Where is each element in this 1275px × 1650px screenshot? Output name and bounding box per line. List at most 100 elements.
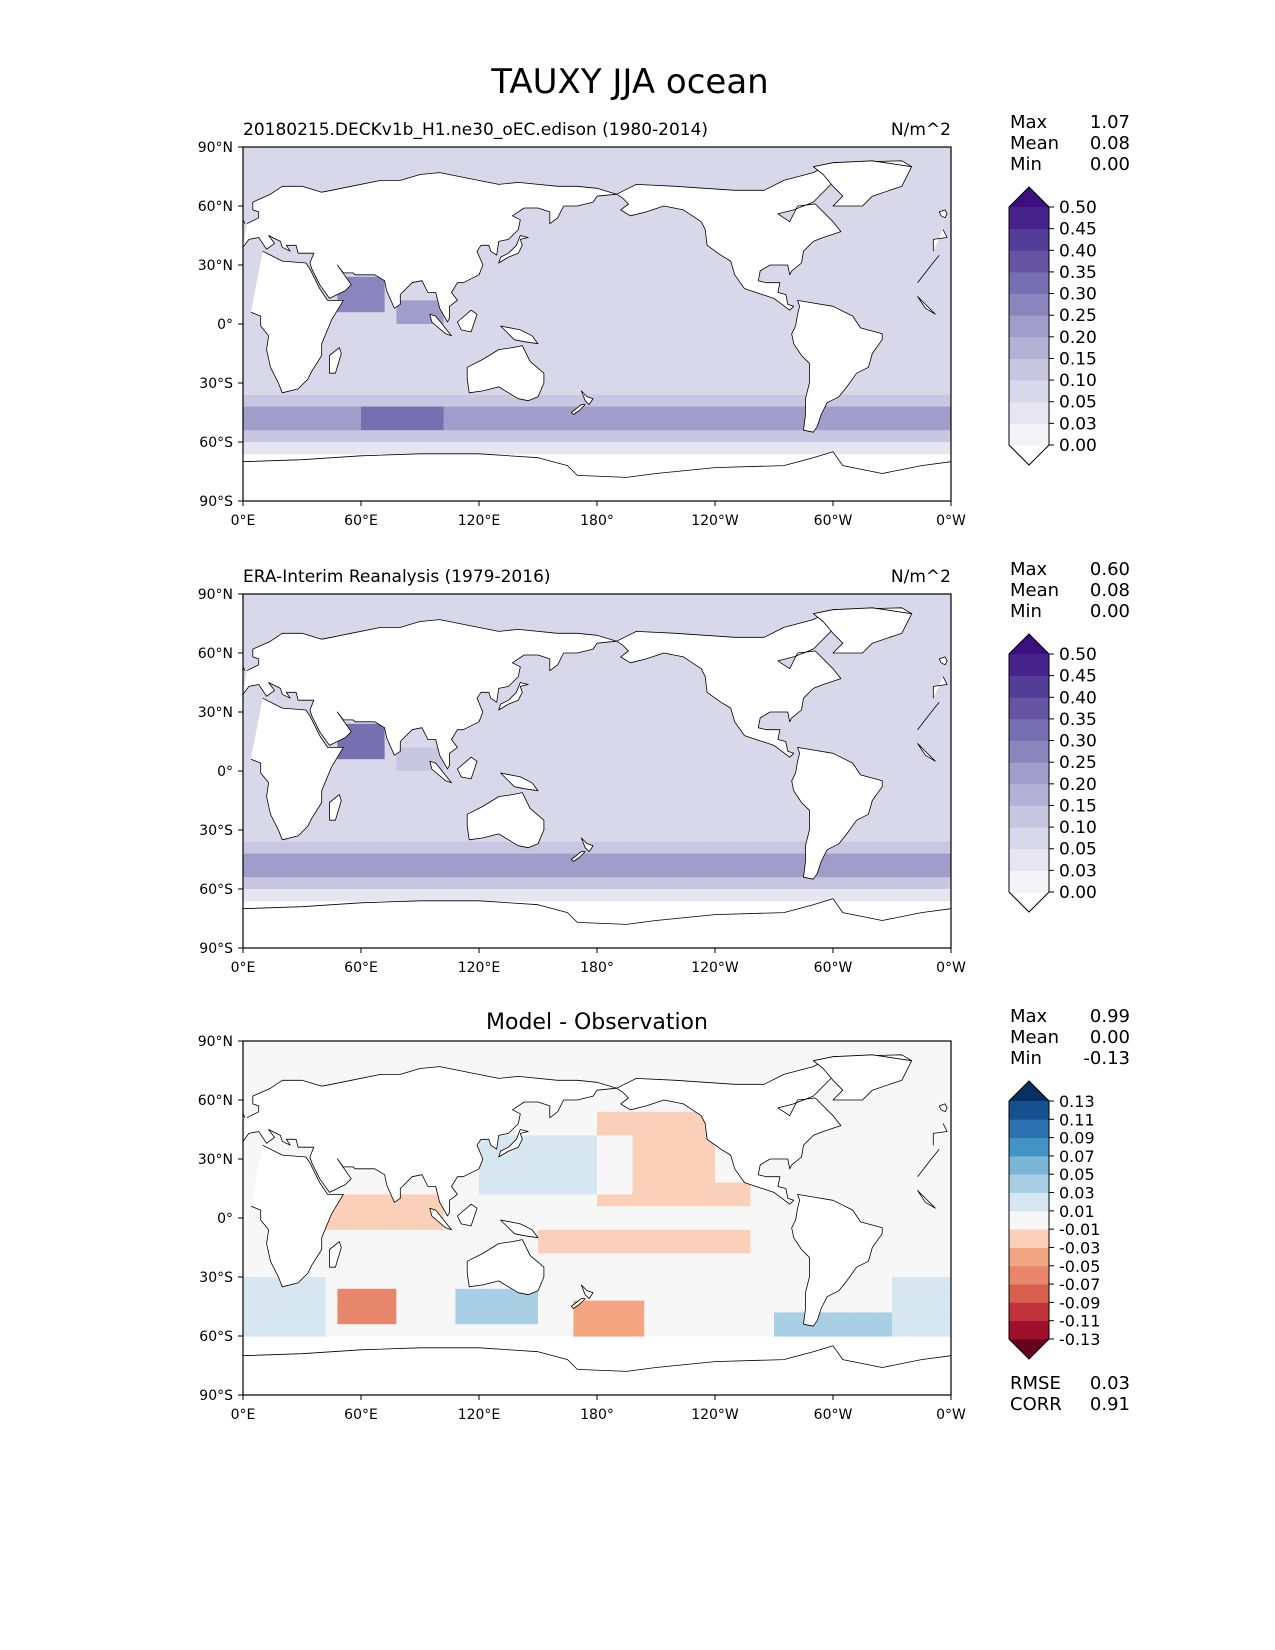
colorbar-tick-label: 0.15	[1059, 349, 1097, 369]
panel-units: N/m^2	[891, 567, 951, 587]
x-tick-label: 180°	[580, 960, 614, 976]
stat-label: Max	[1010, 559, 1048, 580]
panel-2: ERA-Interim Reanalysis (1979-2016) N/m^2 0…	[198, 559, 1130, 976]
colorbar-tick-label: 0.35	[1059, 263, 1097, 283]
colorbar-tick-label: 0.05	[1059, 840, 1097, 860]
x-tick-label: 0°W	[936, 960, 966, 976]
land-japan	[498, 235, 529, 264]
colorbar-segment	[1009, 423, 1049, 446]
coastlines	[243, 607, 951, 948]
land-africa	[250, 250, 940, 394]
y-tick-label: 60°N	[198, 646, 233, 662]
land-borneo	[457, 756, 478, 780]
stat-value: 0.08	[1090, 580, 1130, 601]
colorbar-segment	[1009, 250, 1049, 273]
colorbar-tick-label: 0.15	[1059, 796, 1097, 816]
colorbar-tick-label: -0.09	[1059, 1293, 1100, 1312]
colorbar-segment	[1009, 380, 1049, 403]
land-madagascar	[329, 794, 342, 821]
colorbar-extend-max	[1009, 187, 1049, 207]
colorbar-tick-label: 0.03	[1059, 1184, 1095, 1203]
land-new-zealand-n	[580, 1284, 594, 1299]
colorbar-segment	[1009, 1320, 1049, 1340]
metric-label: RMSE	[1010, 1373, 1061, 1394]
colorbar-tick-label: 0.30	[1059, 285, 1097, 305]
y-tick-label: 0°	[217, 764, 233, 780]
stat-value: 1.07	[1090, 112, 1130, 133]
colorbar-segment	[1009, 271, 1049, 294]
stat-label: Min	[1010, 601, 1042, 622]
land-borneo	[457, 309, 478, 333]
land-south-america	[791, 1194, 883, 1327]
colorbar-segment	[1009, 1101, 1049, 1120]
x-tick-label: 120°E	[458, 1407, 501, 1423]
land-greenland	[812, 1054, 913, 1101]
colorbar-segment	[1009, 654, 1049, 677]
colorbar-segment	[1009, 1265, 1049, 1285]
x-tick-label: 60°W	[814, 960, 853, 976]
stat-label: Mean	[1010, 1027, 1059, 1048]
colorbar-tick-label: 0.01	[1059, 1202, 1095, 1221]
y-tick-label: 30°S	[199, 376, 233, 392]
y-tick-label: 90°N	[198, 140, 233, 156]
x-tick-label: 0°E	[231, 513, 256, 529]
y-tick-label: 60°S	[199, 1329, 233, 1345]
colorbar-segment	[1009, 1137, 1049, 1157]
panel-title: ERA-Interim Reanalysis (1979-2016)	[243, 567, 551, 587]
land-sumatra	[429, 760, 452, 784]
x-tick-label: 120°W	[691, 1407, 739, 1423]
x-tick-label: 180°	[580, 513, 614, 529]
land-africa	[250, 1144, 940, 1288]
colorbar-segment	[1009, 1155, 1049, 1175]
colorbar: 0.000.030.050.100.150.200.250.300.350.40…	[1008, 186, 1097, 466]
x-tick-label: 60°W	[814, 513, 853, 529]
land-japan	[498, 682, 529, 711]
colorbar-tick-label: 0.07	[1059, 1147, 1095, 1166]
colorbar-tick-label: -0.07	[1059, 1275, 1100, 1294]
land-africa	[250, 697, 940, 841]
land-greenland	[812, 607, 913, 654]
colorbar-tick-label: 0.11	[1059, 1110, 1095, 1129]
y-tick-label: 90°S	[199, 1388, 233, 1404]
y-tick-label: 90°S	[199, 494, 233, 510]
land-sumatra	[429, 313, 452, 337]
colorbar-segment	[1009, 718, 1049, 741]
colorbar-tick-label: 0.40	[1059, 241, 1097, 261]
colorbar-tick-label: 0.50	[1059, 198, 1097, 218]
colorbar-segment	[1009, 675, 1049, 698]
land-madagascar	[329, 1241, 342, 1268]
land-antarctica	[243, 451, 951, 501]
colorbar-segment	[1009, 1229, 1049, 1248]
x-tick-label: 0°W	[936, 513, 966, 529]
y-tick-label: 90°N	[198, 587, 233, 603]
x-tick-label: 120°W	[691, 960, 739, 976]
land-australia	[466, 345, 545, 402]
y-tick-label: 60°S	[199, 435, 233, 451]
colorbar-tick-label: -0.03	[1059, 1238, 1100, 1257]
metric-value: 0.03	[1090, 1373, 1130, 1394]
x-tick-label: 0°E	[231, 960, 256, 976]
panel-title: 20180215.DECKv1b_H1.ne30_oEC.edison (198…	[243, 120, 708, 140]
stat-label: Max	[1010, 112, 1048, 133]
colorbar-tick-label: 0.40	[1059, 688, 1097, 708]
colorbar-tick-label: -0.13	[1059, 1330, 1100, 1349]
y-tick-label: 90°N	[198, 1034, 233, 1050]
land-borneo	[457, 1203, 478, 1227]
figure-title: TAUXY JJA ocean	[490, 62, 768, 102]
colorbar-segment	[1009, 827, 1049, 850]
y-tick-label: 30°S	[199, 823, 233, 839]
y-tick-label: 30°S	[199, 1270, 233, 1286]
land-north-america	[616, 607, 913, 758]
colorbar-extend-min	[1009, 445, 1049, 465]
panels: 20180215.DECKv1b_H1.ne30_oEC.edison (198…	[198, 112, 1130, 1423]
panel-3: Model - Observation 0°E 60°E 120°E 180° 120°W…	[198, 1006, 1130, 1423]
metric-label: CORR	[1010, 1394, 1062, 1415]
colorbar-extend-max	[1009, 1081, 1049, 1101]
colorbar-segment	[1009, 358, 1049, 381]
colorbar-segment	[1009, 315, 1049, 338]
y-tick-label: 90°S	[199, 941, 233, 957]
colorbar-segment	[1009, 697, 1049, 720]
land-japan	[498, 1129, 529, 1158]
colorbar-tick-label: 0.00	[1059, 883, 1097, 903]
x-tick-label: 0°W	[936, 1407, 966, 1423]
